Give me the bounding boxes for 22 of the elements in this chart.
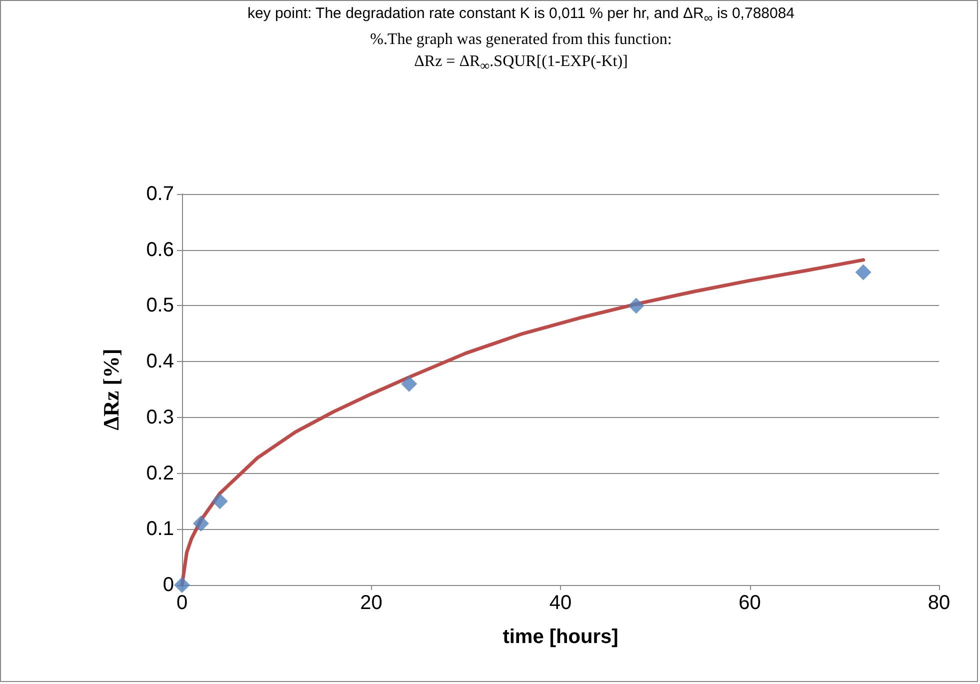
x-tick-label: 60: [738, 592, 761, 614]
y-tick-label: 0: [162, 574, 174, 596]
x-tick-label: 80: [928, 592, 950, 614]
y-axis-title: ΔRz [%]: [98, 348, 124, 430]
point: [855, 264, 872, 280]
point: [628, 298, 644, 314]
x-axis-title: time [hours]: [502, 626, 618, 648]
y-tick-label: 0.6: [146, 238, 174, 261]
chart-title: key point: The degradation rate constant K is 0,011 % per hr, and ΔR$_{∞}$ is 0,788084 %.The graph was generated from this function: ΔRz = ΔR$_{∞}$.SQUR[(1-EXP(-Kt)]: [247, 5, 795, 74]
y-tick-label: 0.2: [146, 462, 174, 484]
point: [401, 376, 418, 392]
y-tick-label: 0.1: [146, 518, 174, 540]
x-tick-label: 40: [549, 592, 572, 614]
y-tick-label: 0.3: [146, 406, 174, 428]
y-tick-label: 0.5: [146, 294, 174, 317]
x-tick-label: 20: [360, 592, 382, 614]
point: [192, 516, 209, 532]
x-tick-label: 0: [176, 592, 188, 614]
y-tick-label: 0.7: [146, 183, 174, 205]
point: [174, 577, 190, 593]
point: [212, 493, 228, 510]
y-tick-label: 0.4: [146, 350, 174, 373]
